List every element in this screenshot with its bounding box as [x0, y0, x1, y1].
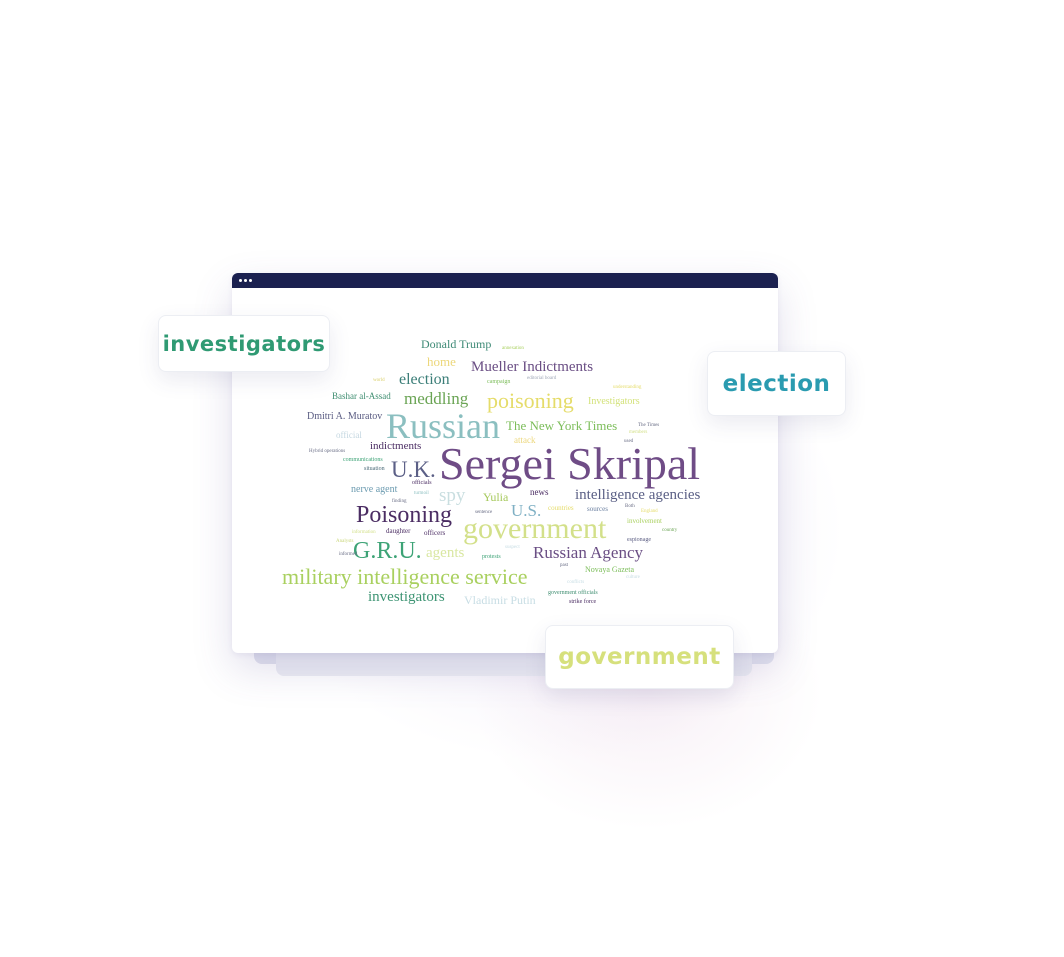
word-cloud-window: Sergei Skripal Russian government military …: [232, 273, 778, 653]
word-cloud-term: military intelligence service: [282, 564, 528, 589]
word-cloud-term: The New York Times: [506, 418, 618, 433]
word-cloud-term: Investigators: [588, 396, 640, 407]
word-cloud-term: Bashar al-Assad: [332, 391, 391, 401]
chip-label: election: [722, 370, 831, 397]
word-cloud-term: protests: [482, 554, 501, 560]
word-cloud-term: Hybrid operations: [309, 449, 346, 454]
word-cloud-term: U.S.: [511, 501, 542, 520]
word-cloud-term: Sergei Skripal: [439, 438, 701, 489]
word-cloud-term: meddling: [404, 389, 469, 408]
word-cloud-term: Mueller Indictments: [471, 359, 594, 375]
word-cloud-term: turmoil: [414, 491, 429, 496]
word-cloud-term: sentence: [475, 510, 493, 515]
word-cloud: Sergei Skripal Russian government military …: [232, 288, 778, 653]
investigators-tag-chip: investigators: [158, 315, 330, 372]
word-cloud-term: Dmitri A. Muratov: [307, 411, 383, 422]
word-cloud-term: past: [560, 563, 569, 568]
word-cloud-term: official: [336, 430, 362, 440]
word-cloud-term: intelligence agencies: [575, 487, 701, 503]
word-cloud-term: suspect: [505, 545, 520, 550]
word-cloud-term: Donald Trump: [421, 337, 492, 351]
word-cloud-term: daughter: [386, 527, 411, 535]
word-cloud-term: annexation: [502, 346, 524, 351]
window-titlebar: [232, 273, 778, 288]
word-cloud-term: country: [662, 528, 678, 533]
window-control-dot-icon[interactable]: [244, 279, 247, 282]
word-cloud-term: conflicts: [567, 580, 585, 585]
election-tag-chip: election: [707, 351, 846, 416]
chip-label: investigators: [162, 331, 326, 356]
word-cloud-term: communications: [343, 457, 383, 463]
word-cloud-term: campaign: [487, 379, 511, 385]
word-cloud-term: Novaya Gazeta: [585, 565, 635, 574]
word-cloud-term: Analysts: [336, 539, 354, 544]
word-cloud-term: Both: [625, 504, 635, 509]
word-cloud-term: investigators: [368, 589, 445, 605]
word-cloud-term: Russian: [386, 406, 501, 446]
word-cloud-term: strike force: [569, 599, 597, 605]
word-cloud-term: poisoning: [487, 388, 574, 413]
window-control-dot-icon[interactable]: [249, 279, 252, 282]
word-cloud-term: officials: [412, 480, 432, 486]
word-cloud-term: news: [530, 487, 549, 497]
word-cloud-term: officers: [424, 529, 446, 537]
word-cloud-term: involvement: [627, 517, 662, 525]
word-cloud-term: sources: [587, 505, 608, 513]
word-cloud-term: England: [641, 509, 658, 514]
window-control-dot-icon[interactable]: [239, 279, 242, 282]
word-cloud-term: Yulia: [483, 490, 509, 504]
word-cloud-term: indictments: [370, 440, 422, 452]
word-cloud-term: Vladimir Putin: [464, 593, 536, 607]
word-cloud-term: The Times: [638, 423, 660, 428]
word-cloud-term: situation: [364, 466, 385, 472]
word-cloud-term: Poisoning: [356, 502, 453, 528]
word-cloud-term: home: [427, 354, 456, 369]
word-cloud-term: used: [624, 439, 634, 444]
word-cloud-term: government officials: [548, 590, 598, 596]
word-cloud-term: culture: [626, 575, 640, 580]
word-cloud-term: spy: [439, 485, 466, 506]
chip-label: government: [558, 644, 721, 670]
word-cloud-term: finding: [392, 499, 407, 504]
word-cloud-term: agents: [426, 545, 465, 561]
word-cloud-term: understanding: [613, 385, 642, 390]
word-cloud-term: G.R.U.: [353, 538, 422, 564]
government-tag-chip: government: [545, 625, 734, 689]
word-cloud-term: Russian Agency: [533, 543, 644, 562]
word-cloud-term: nerve agent: [351, 484, 398, 495]
word-cloud-term: countries: [548, 504, 574, 512]
word-cloud-term: members: [629, 430, 648, 435]
word-cloud-term: U.K.: [391, 457, 436, 482]
word-cloud-term: information: [352, 530, 376, 535]
word-cloud-term: editorial board: [527, 376, 557, 381]
word-cloud-term: informed: [339, 552, 358, 557]
word-cloud-term: government: [463, 512, 607, 545]
word-cloud-term: attack: [514, 435, 536, 445]
word-cloud-term: espionage: [627, 537, 651, 543]
word-cloud-term: election: [399, 371, 450, 388]
word-cloud-term: world: [373, 378, 385, 383]
